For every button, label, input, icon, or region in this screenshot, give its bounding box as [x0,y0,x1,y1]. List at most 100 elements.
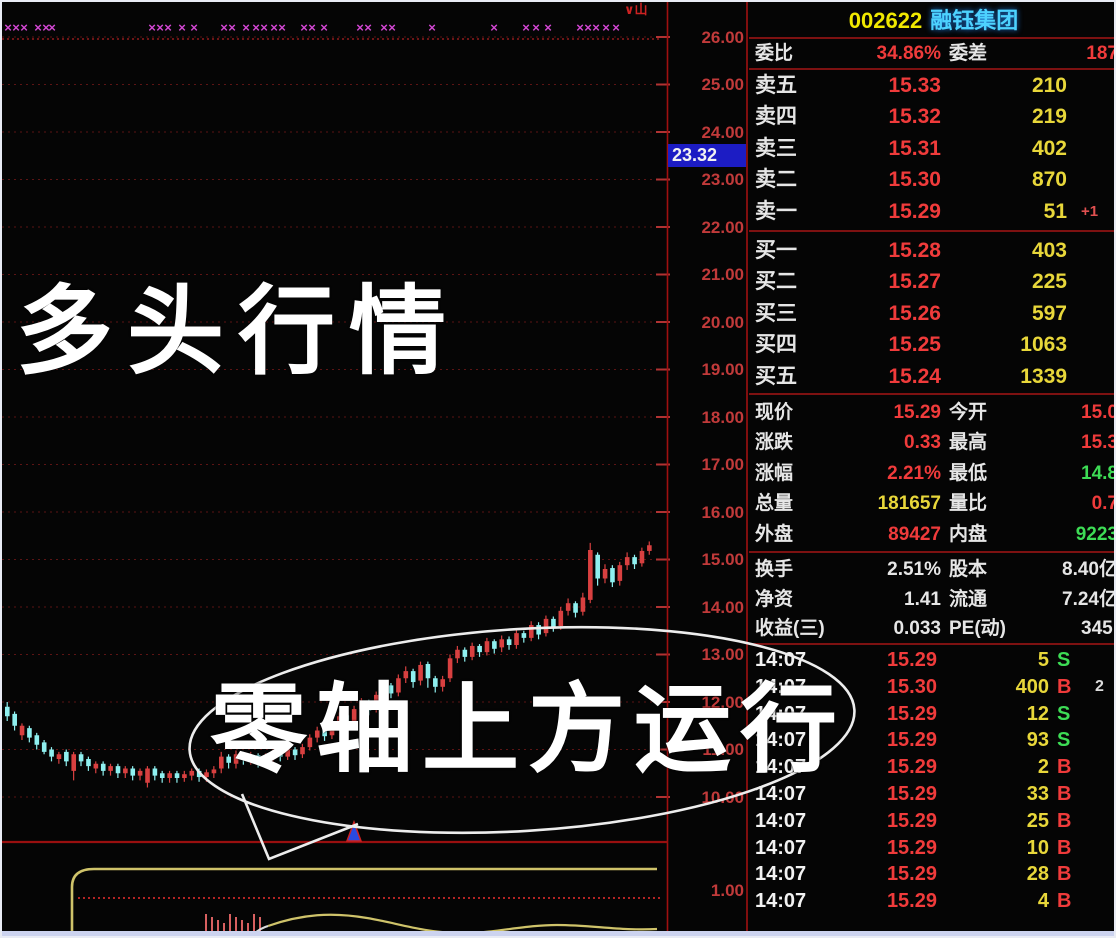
ask-row[interactable]: 卖五 15.33 210 [749,70,1114,101]
trade-time: 14:07 [755,890,807,913]
fin-value: 8.40亿 [1062,559,1116,580]
bid-row[interactable]: 买五 15.24 1339 [749,361,1114,392]
signal-x-mark: × [242,20,250,35]
trade-time: 14:07 [755,836,807,859]
price-axis-label: 18.00 [701,408,744,427]
above-zero-axis-annotation: 零轴上方运行 [210,677,846,784]
signal-x-mark: × [428,20,436,35]
bid-volume: 597 [1031,301,1067,325]
panel-divider [749,643,1114,645]
ask-label: 卖四 [755,105,797,129]
signal-x-mark: × [48,20,56,35]
ask-price: 15.33 [888,74,941,97]
stat-label: 今开 [949,402,988,423]
price-axis-label: 23.00 [701,170,744,189]
signal-x-mark: × [34,20,42,35]
trade-row[interactable]: 14:07 15.29 10 B [749,835,1114,862]
price-axis-label: 19.00 [701,360,744,379]
ask-volume: 219 [1031,105,1067,129]
bid-row[interactable]: 买一 15.28 403 [749,235,1114,266]
price-axis-label: 26.00 [701,28,744,47]
fin-label: 股本 [949,559,988,580]
ask-volume: 402 [1031,136,1067,160]
bid-row[interactable]: 买四 15.25 1063 [749,329,1114,360]
fin-label: 流通 [949,588,988,610]
fin-value: 7.24亿 [1062,588,1116,610]
signal-x-mark: × [308,20,316,35]
trade-row[interactable]: 14:07 15.29 4 B [749,888,1114,915]
stat-value: 89427 [888,523,941,545]
ask-row[interactable]: 卖一 15.29 51 +1 [749,196,1114,227]
weicha-value: 187 [1086,43,1116,64]
weibi-value: 34.86% [876,43,941,64]
price-axis-label: 20.00 [701,313,744,332]
stat-value: 0.7 [1091,493,1116,515]
stat-label: 最高 [949,432,988,454]
trade-time: 14:07 [755,863,807,886]
fin-value: 2.51% [887,559,941,580]
ask-volume: 51 [1043,199,1067,223]
ask-row[interactable]: 卖四 15.32 219 [749,101,1114,132]
signal-x-mark: × [148,20,156,35]
bid-row[interactable]: 买二 15.27 225 [749,266,1114,297]
stock-name: 融钰集团 [930,8,1019,33]
weibi-row: 委比 34.86% 委差 187 [749,41,1116,67]
stat-label: 涨跌 [755,432,794,454]
panel-divider [749,551,1114,553]
signal-x-mark: × [612,20,620,35]
bid-label: 买一 [755,239,797,262]
trade-volume: 10 [1026,836,1049,859]
price-axis-label: 21.00 [701,265,744,284]
signal-x-mark: × [522,20,530,35]
signal-x-mark: × [576,20,584,35]
trade-row[interactable]: 14:07 15.29 25 B [749,808,1114,835]
fin-label: PE(动) [949,618,1007,640]
trade-side: B [1057,756,1072,779]
stat-row: 涨幅 2.21% 最低 14.8 [749,459,1116,489]
window-bottom-border [2,931,1114,936]
ask-volume: 870 [1031,168,1067,192]
bid-volume: 1339 [1020,364,1067,388]
signal-x-mark: × [300,20,308,35]
ask-price: 15.31 [888,136,941,160]
fin-row: 换手 2.51% 股本 8.40亿 [749,555,1116,585]
ask-label: 卖一 [755,199,797,223]
signal-x-mark: × [42,20,50,35]
ask-row[interactable]: 卖三 15.31 402 [749,133,1114,164]
ask-price: 15.29 [888,199,941,223]
ask-price: 15.30 [888,168,941,192]
trade-side: B [1057,675,1072,698]
fin-label: 换手 [755,559,794,580]
ask-label: 卖二 [755,168,797,192]
trade-side: S [1057,649,1071,671]
panel-divider [749,393,1114,395]
stat-row: 外盘 89427 内盘 9223 [749,520,1116,550]
signal-x-mark: × [220,20,228,35]
trade-price: 15.29 [886,756,937,779]
signal-x-mark: × [356,20,364,35]
trade-price: 15.29 [886,729,937,752]
price-axis-label: 15.00 [701,550,744,569]
trade-price: 15.30 [886,675,937,698]
signal-x-mark: × [584,20,592,35]
price-axis-label: 16.00 [701,503,744,522]
bid-row[interactable]: 买三 15.26 597 [749,298,1114,329]
ask-row[interactable]: 卖二 15.30 870 [749,164,1114,195]
stat-value: 0.33 [904,432,941,454]
signal-x-mark: × [270,20,278,35]
signal-x-mark: × [164,20,172,35]
fin-value: 345. [1081,618,1116,640]
bid-label: 买二 [755,270,797,294]
signal-x-mark: × [260,20,268,35]
ask-label: 卖五 [755,74,797,97]
stat-value: 15.3 [1081,432,1116,454]
trade-row[interactable]: 14:07 15.29 28 B [749,861,1114,888]
bid-price: 15.27 [888,270,941,294]
stat-value: 9223 [1075,523,1116,545]
trade-side: S [1057,702,1071,725]
weicha-label: 委差 [949,43,988,64]
chart-corner-toolbar-glyphs[interactable]: ∨山 [624,2,648,17]
stat-value: 14.8 [1081,462,1116,484]
ask-label: 卖三 [755,136,797,160]
